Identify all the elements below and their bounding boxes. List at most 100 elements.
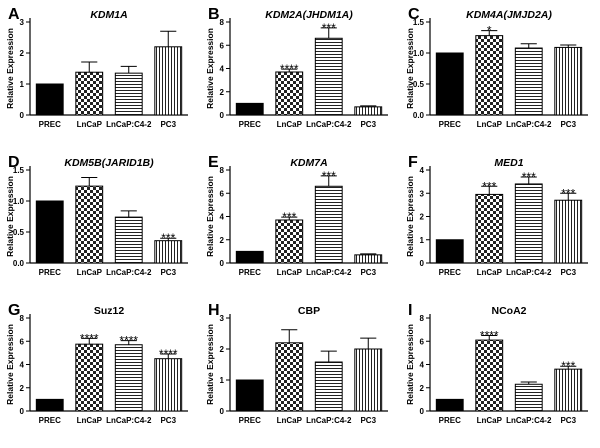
panel-letter: A (8, 6, 20, 23)
panel-h: H CBP Relative Expression 0 1 2 3 PREC LnCaP LnCa… (205, 302, 388, 425)
panel-letter: C (408, 6, 420, 23)
bar-prec (435, 52, 464, 116)
bar-lncap-c4-2 (514, 383, 543, 412)
y-tick-label: 4 (220, 65, 225, 74)
y-axis-label: Relative Expression (5, 176, 15, 257)
y-tick-label: 0 (420, 407, 425, 416)
bar-lncap-c4-2 (114, 216, 143, 264)
panel-b: B KDM2A(JHDM1A) Relative Expression 0 2 4 6 8 PR… (205, 6, 388, 129)
y-tick-label: 8 (220, 166, 225, 175)
x-tick-label: LnCaP:C4-2 (306, 268, 352, 277)
bar-prec (35, 398, 64, 412)
y-tick-label: 2 (220, 236, 225, 245)
chart-title: KDM4A(JMJD2A) (466, 9, 552, 21)
y-tick-label: 1 (20, 80, 25, 89)
x-tick-label: LnCaP (277, 268, 303, 277)
x-tick-label: PC3 (560, 416, 576, 425)
x-tick-label: LnCaP:C4-2 (506, 268, 552, 277)
y-tick-label: 1.5 (13, 166, 25, 175)
bar-lncap (275, 342, 304, 412)
bar-pc3 (554, 368, 583, 412)
panel-i: I NCoA2 Relative Expression 0 2 4 6 8 PREC **** Ln… (405, 302, 588, 425)
x-tick-label: PC3 (360, 268, 376, 277)
bar-lncap (475, 35, 504, 116)
y-tick-label: 3 (420, 189, 425, 198)
significance-label: * (487, 24, 492, 38)
y-tick-label: 0.0 (413, 111, 425, 120)
y-tick-label: 0.0 (13, 259, 25, 268)
chart-title: MED1 (494, 157, 523, 169)
y-tick-label: 1.5 (413, 18, 425, 27)
y-axis-label: Relative Expression (205, 28, 215, 109)
y-tick-label: 6 (20, 337, 25, 346)
chart-title: NCoA2 (491, 305, 526, 317)
y-tick-label: 0 (20, 407, 25, 416)
y-axis-label: Relative Expression (405, 176, 415, 257)
significance-label: *** (482, 179, 496, 193)
bar-lncap-c4-2 (114, 344, 143, 412)
x-tick-label: LnCaP (477, 416, 503, 425)
x-tick-label: LnCaP:C4-2 (506, 416, 552, 425)
bar-lncap-c4-2 (314, 37, 343, 116)
x-tick-label: PC3 (160, 120, 176, 129)
panel-d: D KDM5B(JARID1B) Relative Expression 0.0 0.5… (5, 154, 188, 277)
y-tick-label: 4 (420, 166, 425, 175)
y-tick-label: 6 (220, 189, 225, 198)
bar-pc3 (354, 348, 383, 412)
panel-letter: B (208, 6, 220, 23)
significance-label: **** (480, 328, 499, 342)
y-tick-label: 0 (220, 111, 225, 120)
x-tick-label: LnCaP:C4-2 (506, 120, 552, 129)
panel-g: G Suz12 Relative Expression 0 2 4 6 8 PREC **** Ln… (5, 302, 188, 425)
y-axis-label: Relative Expression (405, 28, 415, 109)
significance-label: **** (119, 334, 138, 348)
bar-prec (35, 200, 64, 264)
panel-c: C KDM4A(JMJD2A) Relative Expression 0.0 0.5 1… (405, 6, 588, 129)
bar-lncap (75, 185, 104, 264)
y-tick-label: 2 (420, 384, 425, 393)
x-tick-label: PREC (39, 416, 61, 425)
panel-letter: I (408, 302, 412, 319)
significance-label: *** (522, 170, 536, 184)
significance-label: *** (322, 21, 336, 35)
y-tick-label: 2 (220, 345, 225, 354)
panel-f: F MED1 Relative Expression 0 1 2 3 4 PREC *** LnCa… (405, 154, 588, 277)
bar-pc3 (554, 199, 583, 264)
x-tick-label: PREC (239, 416, 261, 425)
chart-title: Suz12 (94, 305, 125, 317)
bar-prec (235, 379, 264, 412)
bar-lncap-c4-2 (514, 183, 543, 264)
y-tick-label: 8 (20, 314, 25, 323)
bar-lncap (475, 339, 504, 412)
x-tick-label: PC3 (160, 416, 176, 425)
x-tick-label: LnCaP (277, 120, 303, 129)
x-tick-label: LnCaP (77, 120, 103, 129)
bar-prec (235, 250, 264, 264)
significance-label: *** (561, 359, 575, 373)
x-tick-label: LnCaP:C4-2 (306, 416, 352, 425)
y-tick-label: 1 (220, 376, 225, 385)
y-tick-label: 8 (220, 18, 225, 27)
bar-prec (435, 239, 464, 264)
y-tick-label: 1.0 (413, 49, 425, 58)
y-tick-label: 2 (20, 49, 25, 58)
x-tick-label: PC3 (160, 268, 176, 277)
bar-pc3 (354, 106, 383, 116)
y-tick-label: 1.0 (13, 197, 25, 206)
panel-letter: F (408, 154, 418, 171)
significance-label: *** (322, 169, 336, 183)
x-tick-label: LnCaP (277, 416, 303, 425)
x-tick-label: LnCaP:C4-2 (106, 416, 152, 425)
panel-letter: G (8, 302, 20, 319)
y-tick-label: 0.5 (413, 80, 425, 89)
y-tick-label: 3 (20, 18, 25, 27)
bar-lncap-c4-2 (514, 47, 543, 116)
y-axis-label: Relative Expression (5, 324, 15, 405)
bar-prec (435, 398, 464, 412)
bar-prec (235, 102, 264, 116)
bar-lncap-c4-2 (114, 72, 143, 116)
y-tick-label: 6 (220, 41, 225, 50)
x-tick-label: LnCaP (477, 268, 503, 277)
bar-lncap-c4-2 (314, 361, 343, 412)
